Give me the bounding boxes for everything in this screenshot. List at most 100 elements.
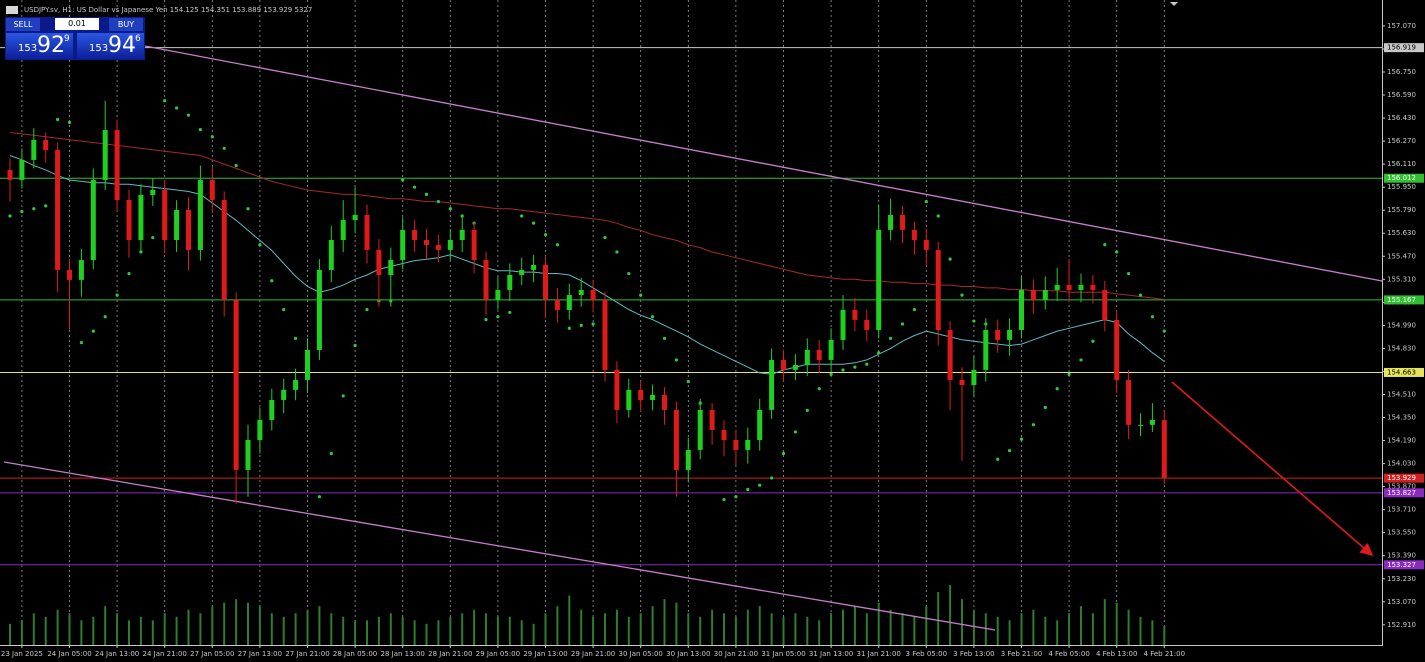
volume-bar: [865, 613, 868, 645]
candle-body: [673, 409, 679, 470]
x-tick-label: 28 Jan 13:00: [381, 650, 425, 658]
one-click-trading-panel: SELL 0.01 BUY 153 92 9 153 94 6: [5, 17, 145, 60]
price-level-label: 153.327: [1387, 561, 1416, 569]
parabolic-sar-dot: [210, 135, 214, 139]
candle-body: [828, 339, 834, 360]
candle-body: [447, 240, 453, 250]
candle-body: [1078, 284, 1084, 290]
y-tick-label: 154.350: [1387, 414, 1416, 422]
x-tick-label: 3 Feb 21:00: [1001, 650, 1042, 658]
candle-body: [947, 329, 953, 380]
symbol-icon: [6, 6, 18, 14]
candle-body: [1102, 289, 1108, 320]
x-tick-label: 28 Jan 21:00: [428, 650, 472, 658]
volume-bar: [9, 623, 11, 645]
volume-bar: [1044, 616, 1047, 645]
x-tick-label: 4 Feb 13:00: [1096, 650, 1137, 658]
candle-body: [721, 429, 727, 440]
candle-body: [67, 269, 72, 280]
candle-body: [1126, 379, 1132, 425]
ask-price[interactable]: 153 94 6: [77, 33, 144, 59]
parabolic-sar-dot: [793, 430, 798, 434]
parabolic-sar-dot: [460, 214, 464, 218]
candle-body: [757, 409, 763, 440]
parabolic-sar-dot: [639, 293, 643, 297]
buy-button[interactable]: BUY: [109, 18, 143, 31]
parabolic-sar-dot: [841, 368, 845, 372]
y-tick-label: 153.230: [1387, 575, 1416, 583]
candle-body: [852, 309, 858, 320]
volume-bar: [556, 606, 559, 645]
volume-bar: [413, 620, 416, 645]
volume-bar: [366, 620, 368, 645]
candle-body: [638, 389, 644, 400]
volume-bar: [1056, 620, 1059, 645]
parabolic-sar-dot: [996, 457, 1000, 461]
moving-average-line: [9, 132, 1165, 300]
x-tick-label: 31 Jan 21:00: [857, 650, 901, 658]
candle-body: [269, 399, 275, 420]
candle-body: [126, 199, 132, 241]
parabolic-sar-dot: [770, 476, 774, 480]
parabolic-sar-dot: [151, 235, 155, 240]
volume-bar: [830, 613, 833, 645]
volume-bar: [282, 616, 285, 645]
parabolic-sar-dot: [20, 210, 24, 214]
candle-body: [186, 209, 191, 250]
parabolic-sar-dot: [1162, 329, 1166, 333]
price-level-tag: [1384, 367, 1424, 377]
candle-body: [221, 199, 227, 300]
ask-figure: 153: [89, 43, 109, 54]
parabolic-sar-dot: [282, 307, 286, 312]
x-tick-label: 30 Jan 05:00: [619, 650, 663, 658]
y-tick-label: 152.910: [1387, 621, 1416, 629]
parabolic-sar-dot: [198, 127, 202, 132]
x-tick-label: 27 Jan 13:00: [238, 650, 282, 658]
parabolic-sar-dot: [1008, 449, 1012, 453]
parabolic-sar-dot: [436, 199, 440, 204]
lot-size-input[interactable]: 0.01: [55, 18, 99, 30]
parabolic-sar-dot: [603, 235, 607, 240]
volume-bar: [782, 616, 785, 645]
candle-body: [995, 329, 1001, 340]
volume-bar: [294, 613, 297, 645]
parabolic-sar-dot: [329, 451, 333, 456]
candle-body: [1114, 319, 1120, 380]
candle-body: [935, 249, 941, 330]
volume-bar: [116, 613, 119, 645]
parabolic-sar-dot: [222, 146, 226, 150]
parabolic-sar-dot: [44, 204, 48, 208]
parabolic-sar-dot: [186, 113, 191, 117]
parabolic-sar-dot: [32, 207, 36, 211]
volume-bar: [818, 620, 821, 645]
candle-layer: [7, 100, 1167, 504]
volume-bar: [1032, 609, 1035, 645]
candle-body: [1042, 289, 1048, 300]
candle-body: [388, 260, 394, 275]
candle-body: [31, 139, 37, 160]
x-tick-label: 24 Jan 13:00: [95, 650, 139, 658]
volume-bar: [568, 595, 571, 645]
candle-body: [923, 240, 929, 250]
sell-button[interactable]: SELL: [6, 18, 40, 31]
y-tick-label: 153.870: [1387, 483, 1416, 491]
candle-body: [162, 189, 168, 241]
y-tick-label: 156.270: [1387, 137, 1416, 145]
candle-body: [1054, 284, 1060, 290]
candle-body: [114, 130, 120, 200]
candle-body: [495, 289, 501, 300]
x-tick-label: 30 Jan 21:00: [714, 650, 758, 658]
parabolic-sar-dot: [829, 372, 833, 376]
volume-bar: [949, 585, 952, 645]
volume-bar: [544, 613, 547, 645]
volume-bar: [473, 609, 476, 645]
volume-bar: [877, 602, 880, 645]
price-level-label: 153.827: [1387, 489, 1416, 497]
bid-price[interactable]: 153 92 9: [6, 33, 73, 59]
parabolic-sar-dot: [317, 495, 321, 499]
x-tick-label: 24 Jan 05:00: [47, 650, 91, 658]
parabolic-sar-dot: [508, 310, 512, 315]
parabolic-sar-dot: [853, 365, 857, 369]
volume-bar: [663, 599, 666, 645]
